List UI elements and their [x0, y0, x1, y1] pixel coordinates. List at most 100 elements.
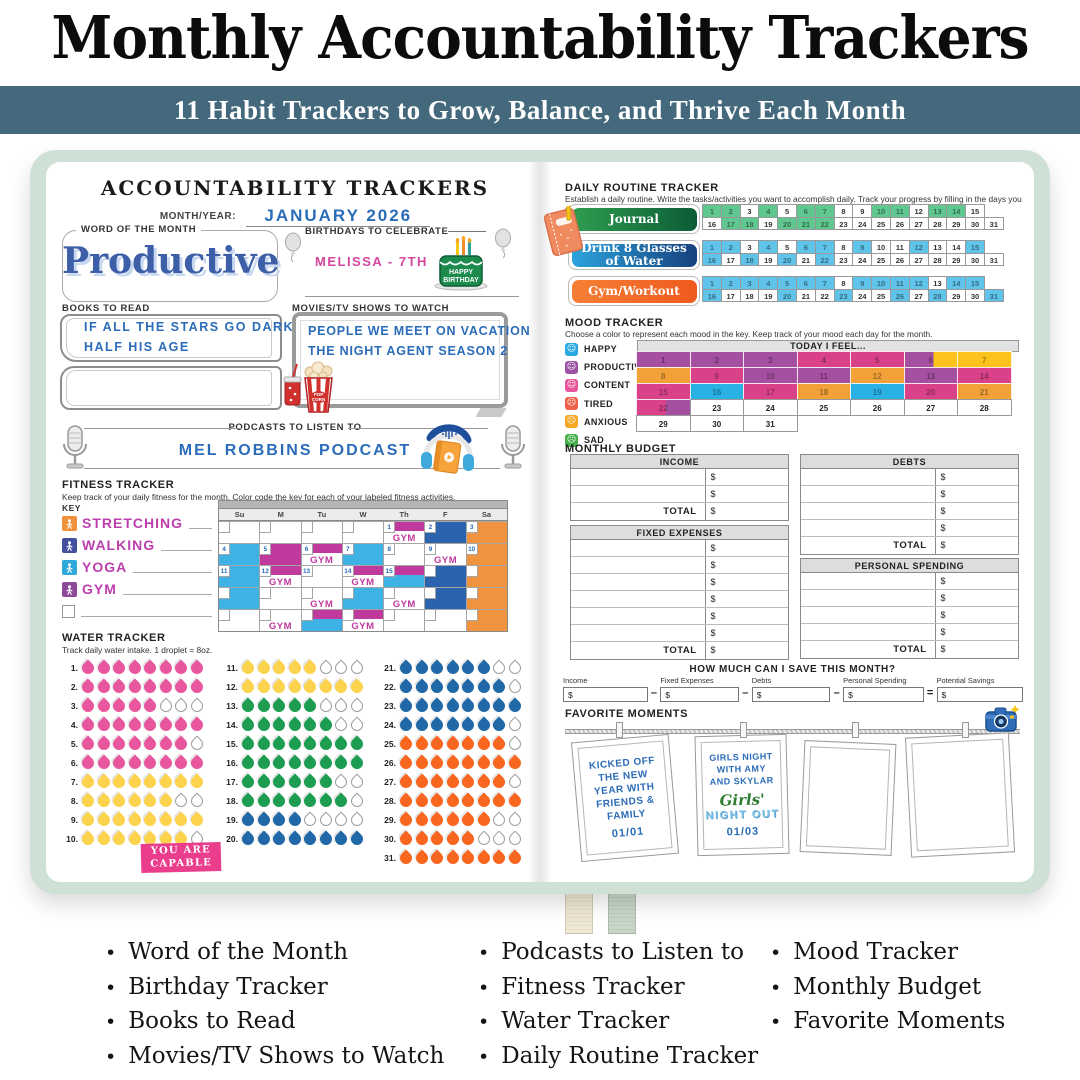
budget-item-cell: [571, 469, 706, 485]
savings-field: Income $: [563, 676, 648, 702]
water-droplet: [286, 830, 303, 847]
calendar-day-name: Th: [399, 510, 409, 519]
mood-day-cell: 18: [796, 383, 851, 400]
feature-list-item: • Birthday Tracker: [105, 971, 444, 1006]
savings-title: HOW MUCH CAN I SAVE THIS MONTH?: [689, 664, 896, 675]
routine-day-cell: 28: [927, 216, 948, 230]
water-droplet: [506, 659, 523, 676]
water-droplet: [317, 697, 334, 714]
list-bullet: •: [478, 976, 490, 999]
water-droplet: [172, 792, 190, 809]
water-droplet: [188, 735, 205, 752]
calendar-week-row: 4 5 6 GYM 7 8 9 GYM 10: [219, 543, 507, 565]
water-row: 16.: [222, 753, 372, 772]
budget-amount-cell: $: [710, 472, 716, 482]
polaroid-inner: GIRLS NIGHT WITH AMY AND SKYLAR Girls' NIGHT…: [700, 739, 784, 851]
calendar-cell: 6 GYM: [301, 543, 343, 565]
water-day-number: 25.: [384, 738, 396, 749]
water-droplet: [397, 792, 415, 809]
water-day-number: 17.: [226, 776, 238, 787]
feature-list-item-text: Birthday Tracker: [128, 973, 328, 1000]
calendar-date-box: [260, 588, 272, 599]
water-droplet: [141, 697, 159, 714]
water-droplet: [459, 659, 477, 676]
mood-day-cell: 2: [689, 351, 744, 368]
calendar-date-box: 1: [384, 522, 396, 533]
calendar-cell: 3: [466, 521, 507, 543]
water-droplet: [317, 659, 334, 676]
water-droplet: [188, 754, 205, 771]
budget-title: MONTHLY BUDGET: [565, 443, 677, 455]
mood-grid: TODAY I FEEL... 1 2 3 4 5 6 7 8 9 10 11 12 13 14 15 16 17…: [636, 340, 1019, 432]
routine-day-cell: 8: [833, 240, 854, 254]
water-droplet: [475, 773, 492, 790]
water-droplet: [79, 716, 97, 733]
water-droplet: [490, 716, 508, 733]
affirmation-tape: YOU ARE CAPABLE: [140, 841, 222, 874]
calendar-cell: 9 GYM: [425, 543, 467, 565]
mood-day-cell: 22: [636, 399, 691, 416]
water-droplet: [348, 659, 365, 676]
budget-amount-cell: $: [940, 489, 946, 499]
water-droplet: [255, 830, 272, 847]
tv-screen-inner: [300, 320, 500, 400]
mood-day-cell: 3: [743, 351, 798, 368]
calendar-cell: GYM: [260, 609, 302, 631]
water-droplet: [444, 792, 461, 809]
water-droplet: [459, 849, 477, 866]
water-droplet: [255, 811, 272, 828]
routine-day-cell: 3: [739, 204, 760, 218]
fitness-key-line: [81, 615, 212, 617]
water-droplet: [188, 716, 205, 733]
routine-day-cell: 30: [965, 216, 985, 230]
routine-day-cell: 1: [702, 240, 722, 254]
water-day-number: 4.: [70, 719, 78, 730]
water-day-number: 27.: [384, 776, 396, 787]
budget-table-header: PERSONAL SPENDING: [801, 559, 1018, 573]
routine-day-cell: 26: [889, 252, 910, 266]
mood-key: ☺ HAPPY ☺ PRODUCTIVE ☺ CONTENT ☹ TIRED ☹ ANXIOUS ☹…: [565, 340, 647, 449]
calendar-date-box: 5: [260, 544, 272, 555]
water-droplet: [413, 716, 430, 733]
feature-list-column-1: • Word of the Month • Birthday Tracker • Book…: [105, 936, 444, 1074]
water-day-number: 29.: [384, 814, 396, 825]
water-droplet: [348, 697, 365, 714]
routine-day-cell: 25: [871, 288, 891, 302]
budget-amount-cell: $: [710, 506, 716, 516]
water-droplet: [348, 830, 365, 847]
routine-grid-row: 16 17 18 19 20 21 22 23 24 25 26 27 28 29 30 31: [702, 216, 1021, 230]
savings-field: Fixed Expenses $: [660, 676, 739, 702]
calendar-activity-bar: [353, 566, 384, 575]
water-droplet: [490, 754, 508, 771]
routine-day-cell: 1: [702, 204, 722, 218]
water-droplet: [428, 659, 446, 676]
savings-field-label: Personal Spending: [843, 676, 907, 685]
water-droplet: [172, 735, 190, 752]
water-droplet: [506, 754, 523, 771]
mood-day-cell: 13: [903, 367, 958, 384]
feature-list-item-text: Movies/TV Shows to Watch: [128, 1042, 445, 1069]
mood-key-label: ANXIOUS: [584, 416, 628, 427]
routine-day-cell: 16: [702, 216, 722, 230]
fitness-key-line: [122, 593, 212, 595]
calendar-cell: [425, 565, 467, 587]
water-droplet: [397, 716, 415, 733]
calendar-cell: 15: [384, 565, 426, 587]
mood-grid-row: 22 23 24 25 26 27 28: [636, 399, 1019, 416]
water-droplet: [126, 735, 143, 752]
budget-table-header: FIXED EXPENSES: [571, 526, 788, 540]
calendar-date-box: [384, 610, 396, 621]
polaroid-inner: [911, 738, 1009, 852]
water-droplet: [255, 659, 272, 676]
mood-day-cell: 1: [636, 351, 691, 368]
budget-amount-cell: $: [940, 523, 946, 533]
water-droplet: [317, 735, 334, 752]
water-row: 3.: [62, 696, 212, 715]
water-droplet: [79, 678, 97, 695]
budget-amount-cell: $: [710, 543, 716, 553]
feature-list-item-text: Favorite Moments: [793, 1008, 1006, 1034]
routine-day-cell: 9: [852, 204, 873, 218]
routine-day-cell: 29: [946, 288, 967, 302]
water-droplet: [255, 754, 272, 771]
